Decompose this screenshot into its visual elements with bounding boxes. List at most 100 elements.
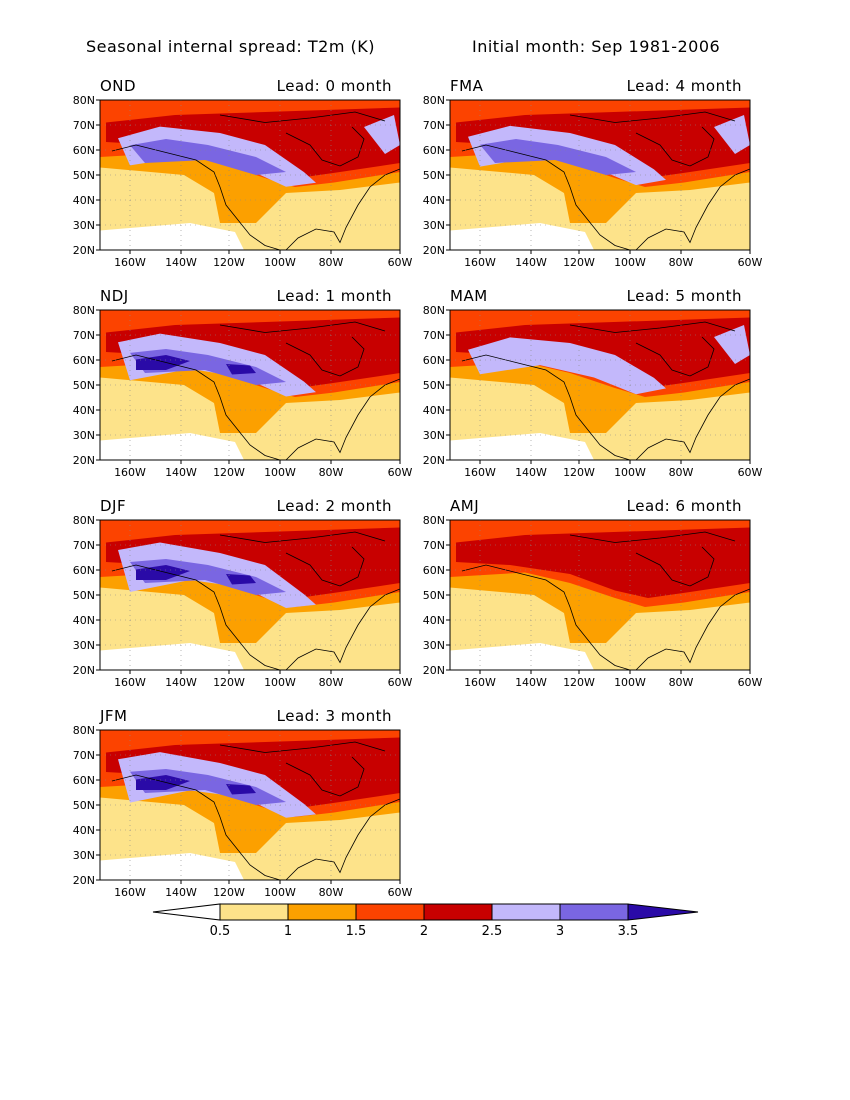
lat-tick-label: 20N <box>423 664 445 677</box>
lat-tick-label: 50N <box>423 589 445 602</box>
lat-tick-label: 70N <box>73 329 95 342</box>
panel-season-label: AMJ <box>450 497 479 515</box>
hudson-bay <box>285 546 365 587</box>
axis-ticks: 20N 30N 40N 50N 60N 70N 80N 160W 140W 120W 100W 80W… <box>73 724 413 899</box>
lat-tick-label: 40N <box>73 824 95 837</box>
lon-tick-label: 60W <box>388 466 413 479</box>
east-coast <box>285 588 401 671</box>
hudson-bay <box>285 336 365 377</box>
lon-tick-label: 100W <box>264 256 296 269</box>
lat-tick-label: 20N <box>73 664 95 677</box>
field-low-sw <box>100 433 244 460</box>
panel-season-label: NDJ <box>100 287 129 305</box>
panel-lead-label: Lead: 4 month <box>627 77 742 95</box>
lon-tick-label: 120W <box>213 676 245 689</box>
colorbar-box <box>287 903 357 921</box>
field-core-35-b <box>226 784 256 795</box>
lat-tick-label: 30N <box>73 219 95 232</box>
lat-tick-label: 50N <box>73 169 95 182</box>
lat-tick-label: 30N <box>73 849 95 862</box>
lat-tick-label: 60N <box>73 564 95 577</box>
colorbar: 0.5 1 1.5 2 2.5 3 3.5 <box>152 903 699 939</box>
east-coast <box>635 378 751 461</box>
lon-tick-label: 60W <box>388 256 413 269</box>
panel-season-label: MAM <box>450 287 488 305</box>
colorbar-box <box>355 903 425 921</box>
lat-tick-label: 20N <box>423 454 445 467</box>
arctic-coast <box>219 741 386 753</box>
lat-tick-label: 40N <box>423 404 445 417</box>
coastline <box>111 741 401 881</box>
lat-tick-label: 60N <box>73 144 95 157</box>
axis-ticks: 20N 30N 40N 50N 60N 70N 80N 160W 140W 120W 100W 80W… <box>73 304 413 479</box>
lat-tick-label: 50N <box>73 379 95 392</box>
field-low-sw <box>450 433 594 460</box>
lat-tick-label: 70N <box>73 119 95 132</box>
field-low-sw <box>100 853 244 880</box>
arctic-coast <box>569 531 736 543</box>
lon-tick-label: 140W <box>515 466 547 479</box>
lat-tick-label: 80N <box>73 304 95 317</box>
lon-tick-label: 140W <box>165 676 197 689</box>
lat-tick-label: 80N <box>423 94 445 107</box>
lat-tick-label: 30N <box>423 219 445 232</box>
lon-tick-label: 140W <box>515 256 547 269</box>
lon-tick-label: 140W <box>165 466 197 479</box>
lon-tick-label: 140W <box>165 256 197 269</box>
axis-ticks: 20N 30N 40N 50N 60N 70N 80N 160W 140W 120W 100W 80W… <box>423 94 763 269</box>
lon-tick-label: 140W <box>165 886 197 899</box>
panel-lead-label: Lead: 5 month <box>627 287 742 305</box>
lon-tick-label: 60W <box>388 676 413 689</box>
lon-tick-label: 60W <box>738 676 763 689</box>
field-band-3 <box>130 139 286 175</box>
lon-tick-label: 160W <box>114 676 146 689</box>
lon-tick-label: 80W <box>669 676 694 689</box>
gridlines <box>100 310 400 460</box>
lat-tick-label: 80N <box>73 724 95 737</box>
east-coast <box>635 168 751 251</box>
lat-tick-label: 70N <box>73 539 95 552</box>
panel-lead-label: Lead: 6 month <box>627 497 742 515</box>
axis-ticks: 20N 30N 40N 50N 60N 70N 80N 160W 140W 120W 100W 80W… <box>73 94 413 269</box>
field-band-2 <box>456 527 750 598</box>
hudson-bay <box>285 756 365 797</box>
axis-ticks: 20N 30N 40N 50N 60N 70N 80N 160W 140W 120W 100W 80W… <box>423 304 763 479</box>
figure-title-left: Seasonal internal spread: T2m (K) <box>86 37 375 56</box>
field-low-sw <box>100 643 244 670</box>
lon-tick-label: 80W <box>669 256 694 269</box>
lon-tick-label: 60W <box>738 256 763 269</box>
lon-tick-label: 100W <box>264 676 296 689</box>
colorbar-box <box>559 903 629 921</box>
axis-ticks: 20N 30N 40N 50N 60N 70N 80N 160W 140W 120W 100W 80W… <box>73 514 413 689</box>
lat-tick-label: 50N <box>423 379 445 392</box>
lat-tick-label: 50N <box>423 169 445 182</box>
colorbar-label: 2.5 <box>482 924 503 939</box>
lat-tick-label: 80N <box>73 94 95 107</box>
colorbar-label: 3 <box>556 924 564 939</box>
lat-tick-label: 60N <box>73 354 95 367</box>
colorbar-box <box>219 903 289 921</box>
arctic-coast <box>219 531 386 543</box>
colorbar-low-triangle <box>152 903 221 921</box>
lon-tick-label: 80W <box>319 466 344 479</box>
map-panel-ndj: 20N 30N 40N 50N 60N 70N 80N 160W 140W 120W 100W 80W… <box>73 287 413 479</box>
gridlines <box>100 520 400 670</box>
arctic-coast <box>569 111 736 123</box>
map-panel-ond: 20N 30N 40N 50N 60N 70N 80N 160W 140W 120W 100W 80W… <box>73 77 413 269</box>
colorbar-high-triangle <box>627 903 699 921</box>
hudson-bay <box>285 126 365 167</box>
colorbar-label: 2 <box>420 924 428 939</box>
gridlines <box>450 310 750 460</box>
colorbar-box <box>423 903 493 921</box>
lat-tick-label: 40N <box>423 614 445 627</box>
lon-tick-label: 80W <box>669 466 694 479</box>
map-panel-amj: 20N 30N 40N 50N 60N 70N 80N 160W 140W 120W 100W 80W… <box>423 497 763 689</box>
arctic-coast <box>219 111 386 123</box>
lat-tick-label: 60N <box>423 354 445 367</box>
lat-tick-label: 80N <box>423 514 445 527</box>
lat-tick-label: 40N <box>73 194 95 207</box>
lon-tick-label: 120W <box>213 256 245 269</box>
hudson-bay <box>635 336 715 377</box>
field-low-sw <box>450 643 594 670</box>
panel-lead-label: Lead: 2 month <box>277 497 392 515</box>
